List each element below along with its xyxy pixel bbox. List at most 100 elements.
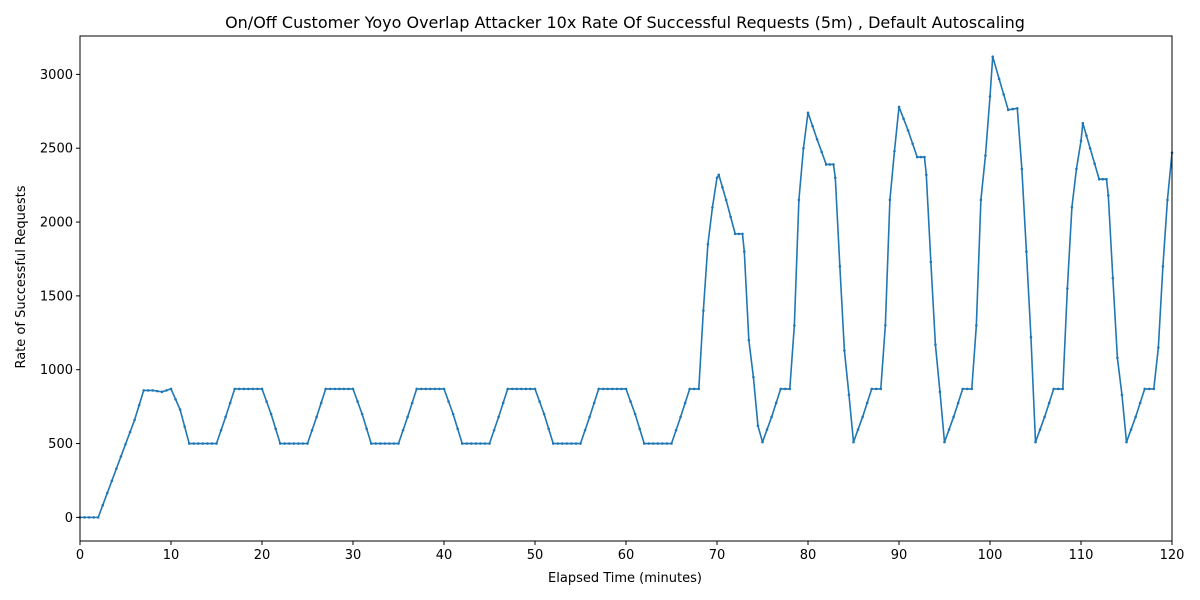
data-point: [87, 516, 91, 519]
data-point: [1093, 162, 1096, 166]
data-point: [492, 428, 496, 432]
x-tick-label: 40: [436, 548, 453, 563]
data-point: [465, 442, 469, 445]
data-point: [1038, 428, 1042, 431]
data-point: [83, 516, 86, 519]
data-point: [383, 442, 387, 445]
data-point: [324, 387, 328, 391]
data-point: [438, 387, 441, 391]
data-point: [510, 387, 514, 391]
data-point: [828, 163, 832, 166]
data-point: [488, 442, 491, 445]
data-point: [919, 155, 923, 159]
data-point: [633, 412, 637, 416]
data-point: [506, 387, 510, 391]
y-axis-label: Rate of Successful Requests: [14, 185, 29, 368]
data-point: [306, 442, 309, 445]
data-point: [652, 442, 655, 445]
data-point: [897, 105, 901, 109]
data-point: [319, 401, 323, 405]
data-point: [92, 516, 95, 519]
data-point: [388, 442, 391, 445]
data-point: [119, 455, 123, 458]
data-point: [1056, 387, 1060, 391]
data-point: [965, 387, 969, 391]
data-point: [670, 442, 673, 445]
data-point: [923, 155, 926, 159]
data-point: [410, 401, 414, 405]
data-point: [96, 516, 100, 519]
data-point: [774, 401, 778, 405]
data-point: [893, 149, 896, 153]
data-point: [260, 387, 264, 391]
data-point: [1079, 139, 1083, 143]
data-point: [156, 389, 159, 393]
data-point: [356, 400, 359, 403]
data-point: [1143, 387, 1146, 391]
y-tick-label: 2000: [40, 216, 73, 231]
data-point: [802, 146, 805, 150]
data-point: [451, 412, 455, 416]
data-point: [233, 387, 236, 391]
data-point: [251, 387, 255, 391]
data-point: [415, 387, 419, 391]
data-point: [688, 387, 691, 391]
data-point: [1161, 265, 1165, 268]
data-point: [110, 479, 114, 483]
data-point: [638, 427, 641, 431]
data-point: [674, 428, 678, 432]
data-point: [741, 232, 744, 236]
data-point: [1070, 205, 1074, 209]
axes-layer: 0 10 20 30 40 50 60 70 80 90 100 110 120 0 500 1000 1500…: [40, 35, 1184, 563]
data-point: [146, 389, 150, 392]
data-point: [301, 442, 305, 445]
data-point: [588, 415, 591, 419]
data-point: [342, 387, 346, 391]
data-point: [1081, 121, 1085, 125]
data-point: [1147, 387, 1151, 391]
data-point: [429, 387, 432, 391]
data-point: [1138, 401, 1142, 405]
data-point: [347, 387, 350, 391]
data-point: [1043, 415, 1046, 419]
data-point: [328, 387, 332, 391]
data-point: [538, 400, 541, 403]
data-point: [925, 173, 928, 177]
data-point: [743, 250, 746, 253]
data-point: [269, 412, 273, 416]
data-point: [788, 387, 792, 391]
data-point: [1047, 401, 1051, 405]
data-point: [556, 442, 560, 445]
data-point: [1011, 107, 1015, 111]
data-point: [911, 142, 914, 146]
data-point: [1125, 440, 1128, 444]
data-point: [847, 393, 851, 397]
data-point: [1152, 387, 1156, 391]
data-point: [779, 387, 782, 391]
data-point: [288, 442, 291, 445]
data-point: [228, 401, 232, 405]
x-tick-label: 60: [618, 548, 635, 563]
data-point: [597, 387, 600, 391]
data-point: [1029, 335, 1033, 339]
y-tick-label: 3000: [40, 68, 73, 83]
data-point: [406, 415, 409, 419]
data-point: [979, 198, 983, 202]
data-point: [283, 442, 287, 445]
data-point: [752, 375, 755, 379]
data-point: [852, 440, 855, 444]
data-point: [1101, 177, 1105, 181]
x-axis-label: Elapsed Time (minutes): [548, 571, 702, 586]
data-point: [1107, 194, 1110, 197]
data-point: [1002, 93, 1005, 96]
data-point: [797, 198, 801, 202]
data-point: [721, 186, 724, 189]
data-point: [906, 129, 910, 132]
data-point: [1066, 287, 1069, 290]
data-point: [879, 387, 883, 391]
data-point: [524, 387, 528, 391]
data-point: [160, 390, 164, 394]
data-point: [1111, 276, 1115, 280]
data-point: [934, 343, 937, 346]
data-point: [133, 418, 136, 422]
